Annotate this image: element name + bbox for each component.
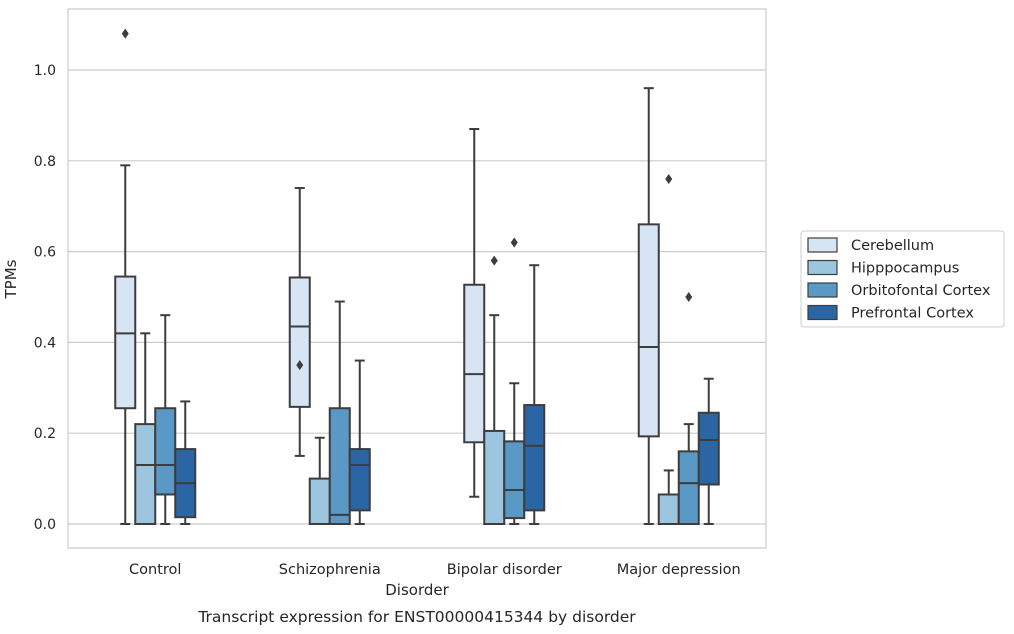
x-tick-label: Control [129, 562, 181, 578]
y-axis-ticks: 0.0 0.2 0.4 0.6 0.8 1.0 [34, 63, 56, 533]
legend-swatch [807, 304, 838, 321]
boxes-layer [114, 28, 720, 526]
outlier-point [296, 360, 304, 371]
legend-label: Cerebellum [851, 238, 934, 254]
box-body [483, 429, 506, 525]
x-axis-ticks: Control Schizophrenia Bipolar disorder Majo… [129, 562, 741, 578]
box-2-2 [503, 237, 526, 525]
box-body [348, 448, 371, 512]
box-body [523, 404, 546, 512]
outlier-point [665, 173, 673, 184]
box-body [637, 223, 660, 438]
legend-label: Prefrontal Cortex [851, 306, 974, 322]
box-2-0 [154, 314, 177, 525]
box-body [308, 477, 331, 526]
x-tick-label: Bipolar disorder [447, 562, 562, 578]
y-tick-label: 0.8 [34, 154, 56, 170]
y-tick-label: 1.0 [34, 63, 56, 79]
legend-frame [800, 230, 1005, 328]
chart-caption: Transcript expression for ENST0000041534… [197, 608, 636, 626]
box-3-1 [348, 359, 371, 525]
legend-label: Orbitofontal Cortex [851, 283, 991, 299]
box-3-2 [523, 264, 546, 525]
x-axis-label: Disorder [385, 581, 449, 599]
box-body [134, 423, 157, 525]
box-0-1 [288, 187, 311, 457]
box-3-0 [174, 400, 197, 525]
y-tick-label: 0.6 [34, 245, 56, 261]
box-1-2 [483, 255, 506, 525]
outlier-point [490, 255, 498, 266]
box-1-1 [308, 436, 331, 526]
box-body [463, 283, 486, 444]
box-body [697, 411, 720, 486]
y-tick-label: 0.4 [34, 335, 56, 351]
legend-swatch [807, 237, 838, 253]
box-body [114, 275, 137, 410]
box-2-1 [328, 300, 351, 526]
legend-swatch [807, 259, 838, 276]
y-tick-label: 0.2 [34, 426, 56, 442]
box-body [503, 440, 526, 520]
box-body [677, 450, 700, 525]
box-1-0 [134, 332, 157, 525]
outlier-point [685, 292, 693, 302]
plot-frame [67, 8, 767, 549]
box-body [154, 407, 177, 496]
y-axis-label: TPMs [2, 259, 20, 299]
box-3-3 [697, 377, 720, 525]
box-0-2 [463, 128, 486, 498]
y-tick-label: 0.0 [34, 517, 56, 533]
legend: Cerebellum Hipppocampus Orbitofontal Corte… [800, 230, 1005, 328]
box-0-0 [114, 28, 137, 525]
box-body [328, 407, 351, 526]
box-body [288, 276, 311, 408]
x-tick-label: Schizophrenia [279, 562, 381, 578]
box-body [657, 493, 680, 525]
legend-swatch [807, 282, 838, 298]
x-tick-label: Major depression [617, 562, 741, 578]
outlier-point [121, 28, 129, 39]
box-0-3 [637, 87, 660, 525]
box-1-3 [657, 173, 680, 525]
legend-label: Hipppocampus [851, 261, 959, 277]
box-2-3 [677, 292, 700, 525]
outlier-point [510, 237, 518, 248]
